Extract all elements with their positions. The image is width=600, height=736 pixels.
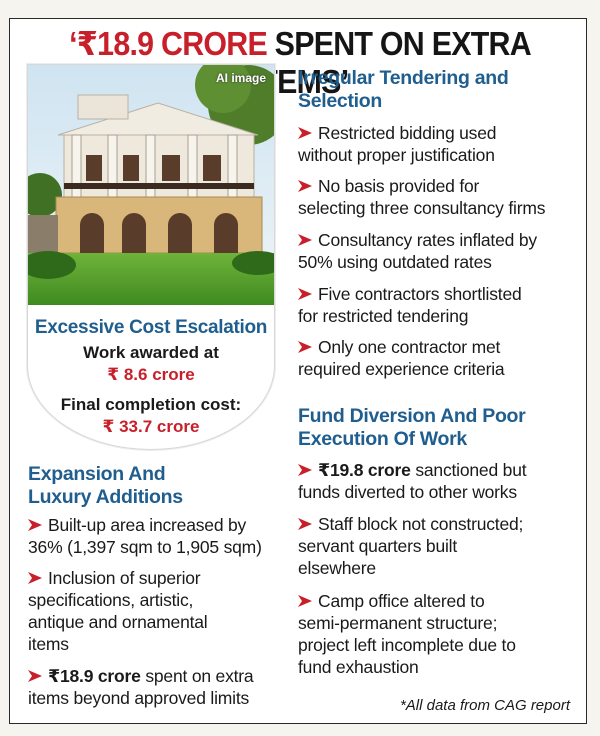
source-note: *All data from CAG report: [399, 697, 570, 714]
ai-image-tag: AI image: [215, 71, 266, 85]
building-illustration: [28, 65, 274, 305]
list-item: Restricted bidding used without proper j…: [298, 123, 497, 165]
arrow-bullet-icon: [298, 233, 312, 247]
awarded-label: Work awarded at: [83, 343, 219, 362]
fund-diversion-heading: Fund Diversion And Poor Execution Of Wor…: [298, 405, 526, 450]
arrow-bullet-icon: [298, 179, 312, 193]
list-item: Only one contractor met required experie…: [298, 337, 505, 379]
cost-escalation-heading: Excessive Cost Escalation: [34, 317, 268, 338]
list-item: Five contractors shortlisted for restric…: [298, 284, 522, 326]
list-item: ₹18.9 crore spent on extra items beyond …: [28, 666, 254, 708]
arrow-bullet-icon: [298, 594, 312, 608]
arrow-bullet-icon: [28, 571, 42, 585]
list-item: Consultancy rates inflated by 50% using …: [298, 230, 537, 272]
final-cost-label: Final completion cost:: [60, 395, 242, 414]
title-amount: ‘₹18.9 CRORE: [69, 25, 268, 62]
awarded-value: ₹ 8.6 crore: [107, 365, 195, 384]
list-item: ₹19.8 crore sanctioned but funds diverte…: [298, 460, 527, 502]
arrow-bullet-icon: [28, 518, 42, 532]
arrow-bullet-icon: [298, 517, 312, 531]
list-item: Camp office altered to semi-permanent st…: [298, 591, 516, 677]
arrow-bullet-icon: [298, 463, 312, 477]
arrow-bullet-icon: [28, 669, 42, 683]
arrow-bullet-icon: [298, 287, 312, 301]
arrow-bullet-icon: [298, 126, 312, 140]
expansion-heading: Expansion And Luxury Additions: [28, 463, 183, 508]
list-item: No basis provided for selecting three co…: [298, 176, 546, 218]
final-cost-value: ₹ 33.7 crore: [102, 417, 200, 436]
irregular-tendering-heading: Irregular Tendering and Selection: [298, 67, 509, 112]
list-item: Staff block not constructed; servant qua…: [298, 514, 524, 578]
arrow-bullet-icon: [298, 340, 312, 354]
list-item: Inclusion of superior specifications, ar…: [28, 568, 208, 654]
cost-card: AI image Excessive Cost Escalation Work …: [27, 64, 275, 450]
list-item: Built-up area increased by 36% (1,397 sq…: [28, 515, 262, 557]
